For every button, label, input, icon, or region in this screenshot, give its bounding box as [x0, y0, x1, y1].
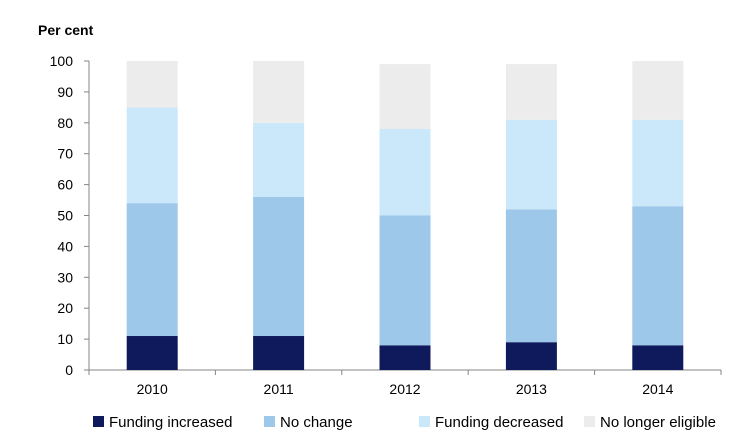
- x-axis: 2010 2011 2012 2013 2014: [88, 369, 722, 397]
- x-tick-label: 2011: [264, 381, 294, 397]
- legend-item-funding-increased: Funding increased: [93, 414, 232, 431]
- legend-swatch: [93, 416, 104, 427]
- bar-segment-funding-increased-2012: [379, 345, 431, 370]
- x-tick-label: 2012: [389, 381, 420, 397]
- bar-segment-no-change-2012: [379, 215, 431, 346]
- legend-label: Funding decreased: [435, 414, 563, 431]
- y-tick-label: 0: [65, 362, 73, 378]
- bar-segment-no-change-2014: [632, 206, 684, 346]
- legend-swatch: [419, 416, 430, 427]
- bar-segment-funding-increased-2010: [126, 336, 178, 370]
- y-tick-label: 40: [57, 238, 73, 254]
- y-tick-label: 20: [57, 300, 73, 316]
- bar-segment-funding-decreased-2010: [126, 107, 178, 204]
- bar-segment-no-longer-eligible-2012: [379, 64, 431, 129]
- legend-label: No longer eligible: [600, 414, 716, 431]
- bar-segment-no-longer-eligible-2010: [126, 61, 178, 108]
- bar-segment-funding-decreased-2013: [505, 119, 557, 210]
- legend: Funding increased No change Funding decrea…: [93, 414, 716, 431]
- bar-segment-funding-decreased-2012: [379, 128, 431, 216]
- y-tick-label: 50: [57, 208, 73, 224]
- x-tick-label: 2013: [516, 381, 547, 397]
- bar-segment-no-longer-eligible-2013: [505, 64, 557, 120]
- bar-segment-funding-decreased-2011: [253, 122, 305, 197]
- bar-segment-no-longer-eligible-2014: [632, 61, 684, 120]
- bar-segment-funding-increased-2013: [505, 342, 557, 370]
- y-tick-label: 100: [50, 53, 74, 69]
- x-tick-label: 2010: [137, 381, 168, 397]
- y-tick-label: 30: [57, 269, 73, 285]
- y-tick-label: 60: [57, 177, 73, 193]
- y-axis-title: Per cent: [38, 22, 94, 38]
- y-axis: 0 10 20 30 40 50 60 70 80 90 100: [50, 53, 90, 378]
- y-tick-label: 90: [57, 84, 73, 100]
- legend-item-no-longer-eligible: No longer eligible: [584, 414, 716, 431]
- bar-segment-no-change-2010: [126, 203, 178, 337]
- bar-segment-no-change-2011: [253, 196, 305, 337]
- y-tick-label: 70: [57, 146, 73, 162]
- bar-segment-funding-increased-2014: [632, 345, 684, 370]
- bars: [126, 61, 684, 370]
- bar-segment-no-longer-eligible-2011: [253, 61, 305, 123]
- legend-item-no-change: No change: [264, 414, 353, 431]
- bar-segment-no-change-2013: [505, 209, 557, 343]
- y-tick-label: 10: [57, 331, 73, 347]
- y-tick-label: 80: [57, 115, 73, 131]
- legend-swatch: [264, 416, 275, 427]
- bar-segment-funding-increased-2011: [253, 336, 305, 370]
- legend-label: Funding increased: [109, 414, 232, 431]
- legend-swatch: [584, 416, 595, 427]
- bar-segment-funding-decreased-2014: [632, 119, 684, 207]
- legend-item-funding-decreased: Funding decreased: [419, 414, 563, 431]
- legend-label: No change: [280, 414, 353, 431]
- x-tick-label: 2014: [642, 381, 673, 397]
